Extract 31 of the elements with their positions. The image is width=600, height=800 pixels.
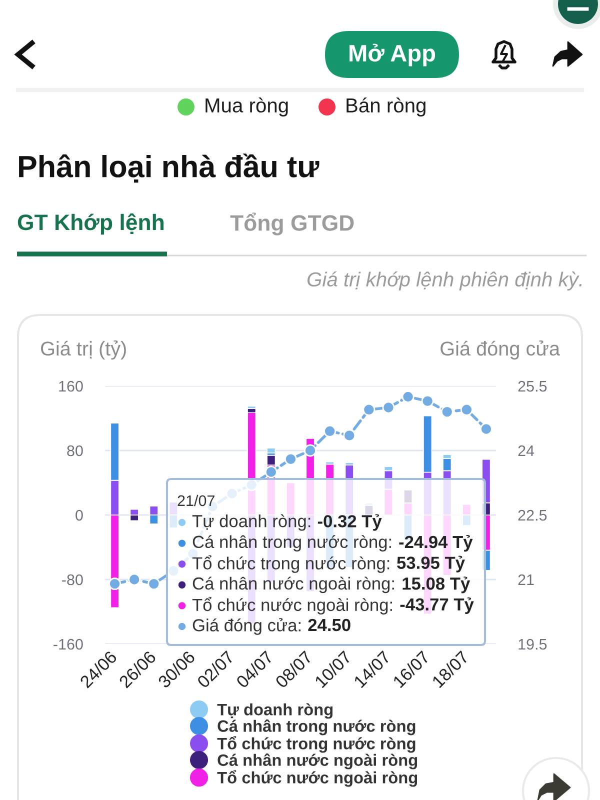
y2-tick-label: 25.5 <box>518 380 547 392</box>
annotation: Cá nhân trong nước ròng: -24.94 Tỷ <box>192 535 473 552</box>
annotation: Cá nhân nước ngoài ròng: 15.08 Tỷ <box>192 576 470 594</box>
legend-label: Cá nhân trong nước ròng <box>218 720 416 736</box>
y-tick-label: 160 <box>59 380 83 392</box>
chart-title: Phân loại nhà đầu tư <box>19 154 320 183</box>
y-tick-label: 80 <box>67 445 83 456</box>
chart-subtitle: Giá trị khớp lệnh phiên định kỳ. <box>308 271 582 291</box>
text: Mở App <box>350 44 436 66</box>
legend-label: Cá nhân nước ngoài ròng <box>218 754 418 770</box>
y2-tick-label: 24 <box>518 445 534 456</box>
annotation: Tổ chức trong nước ròng: 53.95 Tỷ <box>192 555 465 573</box>
legend-label: Tổ chức nước ngoài ròng <box>217 770 418 787</box>
annotation: 21/07 <box>178 494 214 506</box>
y-tick-label: -80 <box>62 574 83 586</box>
y2-axis-title: Giá đóng cửa <box>440 340 560 360</box>
annotation: Tự doanh ròng: -0.32 Tỷ <box>192 514 382 531</box>
y-axis-title: Giá trị (tỷ) <box>41 340 126 360</box>
text: GT Khớp lệnh <box>18 213 164 235</box>
legend-label: Tự doanh ròng <box>217 703 333 719</box>
y2-tick-label: 21 <box>518 574 534 586</box>
text: Bán ròng <box>346 97 426 117</box>
annotation: Tổ chức nước ngoài ròng: -43.77 Tỷ <box>192 596 474 615</box>
y2-tick-label: 22.5 <box>518 510 547 521</box>
text: Mua ròng <box>206 97 288 117</box>
y2-tick-label: 19.5 <box>518 638 547 650</box>
y-tick-label: 0 <box>76 510 83 521</box>
text: Tổng GTGD <box>230 212 354 236</box>
legend-label: Tổ chức trong nước ròng <box>217 736 416 753</box>
annotation: Giá đóng cửa: 24.50 <box>192 618 350 635</box>
y-tick-label: -160 <box>54 638 83 650</box>
